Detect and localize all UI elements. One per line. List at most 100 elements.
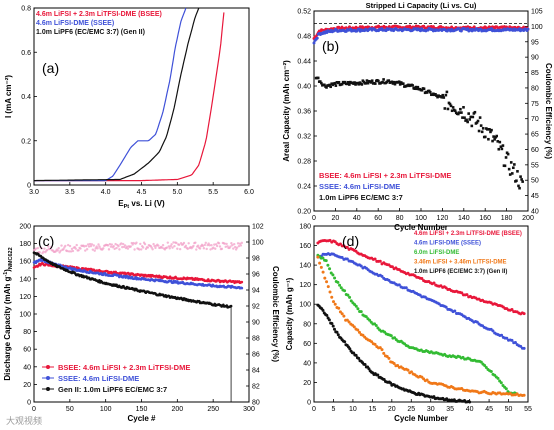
- data-point: [75, 243, 78, 247]
- data-point: [442, 96, 446, 99]
- data-point: [236, 242, 240, 245]
- x-tick-label: 300: [243, 406, 255, 413]
- data-point: [475, 320, 479, 324]
- data-point: [479, 124, 483, 127]
- data-point: [356, 328, 360, 332]
- data-point: [338, 283, 342, 287]
- data-point: [408, 24, 412, 28]
- data-point: [212, 246, 215, 249]
- data-point: [177, 243, 181, 246]
- data-point: [59, 249, 62, 252]
- data-point: [385, 80, 389, 84]
- data-point: [349, 299, 353, 303]
- y2-tick-label: 40: [531, 209, 539, 216]
- y-tick-label: 0: [307, 400, 311, 407]
- data-point: [113, 247, 116, 251]
- data-point: [486, 128, 489, 131]
- x-tick-label: 15: [368, 406, 376, 413]
- y-tick-label: 60: [303, 341, 311, 348]
- y-tick-label: 0.4: [21, 94, 31, 101]
- data-point: [397, 80, 401, 84]
- legend-entry: BSEE: 4.6m LiFSI + 2.3m LiTFSI-DME: [319, 171, 451, 180]
- data-point: [186, 247, 189, 251]
- data-point: [428, 90, 432, 94]
- data-point: [318, 80, 322, 83]
- legend-marker: [46, 376, 50, 380]
- data-point: [235, 246, 239, 249]
- data-point: [237, 244, 241, 248]
- y-tick-label: 0.52: [297, 9, 311, 16]
- data-point: [510, 338, 514, 342]
- data-point: [84, 249, 87, 252]
- data-point: [50, 261, 54, 265]
- data-point: [143, 242, 147, 246]
- data-point: [450, 109, 454, 113]
- data-point: [353, 81, 356, 84]
- data-point: [390, 265, 394, 269]
- y-axis-label: Discharge Capacity (mAh g-1)NMC622: [3, 247, 14, 380]
- y-tick-label: 160: [299, 243, 311, 250]
- data-point: [327, 318, 331, 322]
- data-point: [326, 263, 330, 267]
- data-point: [198, 247, 202, 250]
- data-point: [409, 370, 413, 374]
- y-tick-label: 40: [23, 364, 31, 371]
- data-point: [462, 106, 465, 109]
- data-point: [387, 79, 391, 82]
- data-point: [515, 179, 518, 183]
- x-tick-label: 100: [415, 215, 427, 222]
- data-point: [443, 107, 447, 110]
- data-point: [465, 293, 469, 297]
- data-point: [132, 241, 135, 245]
- y-tick-label: 180: [299, 224, 311, 231]
- data-point: [60, 244, 63, 247]
- data-point: [333, 240, 337, 244]
- data-point: [510, 308, 514, 312]
- y-tick-label: 0.40: [297, 84, 311, 91]
- data-point: [66, 249, 69, 253]
- legend-entry: Gen II: 1.0m LiPF6 EC/EMC 3:7: [58, 385, 167, 394]
- y-tick-label: 60: [23, 347, 31, 354]
- legend-entry: 4.6m LiFSI-DME (SSEE): [414, 241, 481, 247]
- data-point: [374, 324, 378, 328]
- data-point: [194, 241, 197, 244]
- data-point: [480, 130, 484, 134]
- data-point: [233, 245, 237, 249]
- data-point: [129, 245, 132, 248]
- y-tick-label: 0.48: [297, 34, 311, 41]
- data-point: [343, 340, 347, 344]
- data-point: [370, 79, 374, 82]
- data-point: [397, 283, 401, 287]
- data-point: [323, 83, 326, 87]
- x-tick-label: 55: [524, 406, 532, 413]
- data-point: [67, 250, 71, 253]
- y-tick-label: 0.36: [297, 109, 311, 116]
- data-point: [345, 82, 349, 86]
- data-point: [357, 83, 360, 86]
- data-point: [90, 243, 94, 246]
- data-point: [125, 245, 129, 248]
- data-point: [102, 247, 105, 250]
- y2-tick-label: 100: [252, 240, 264, 247]
- data-point: [319, 265, 323, 269]
- data-point: [321, 308, 325, 312]
- data-point: [441, 93, 445, 97]
- data-point: [357, 356, 361, 360]
- data-point: [378, 346, 382, 350]
- data-point: [504, 387, 508, 391]
- data-point: [467, 112, 470, 115]
- data-point: [118, 248, 121, 251]
- legend-entry: 1.0m LiPF6 EC/EMC 3:7: [319, 193, 403, 202]
- data-point: [469, 115, 473, 119]
- data-point: [501, 144, 505, 147]
- data-point: [74, 247, 77, 250]
- y-axis-label-main: Discharge Capacity (mAh g: [3, 277, 12, 381]
- data-point: [499, 145, 503, 149]
- data-point: [91, 248, 95, 251]
- data-point: [232, 247, 235, 250]
- x-axis-label-sub: Pt: [124, 204, 130, 210]
- x-tick-label: 3.5: [65, 189, 75, 196]
- data-point: [453, 309, 457, 313]
- data-point: [381, 80, 384, 84]
- data-point: [48, 247, 52, 251]
